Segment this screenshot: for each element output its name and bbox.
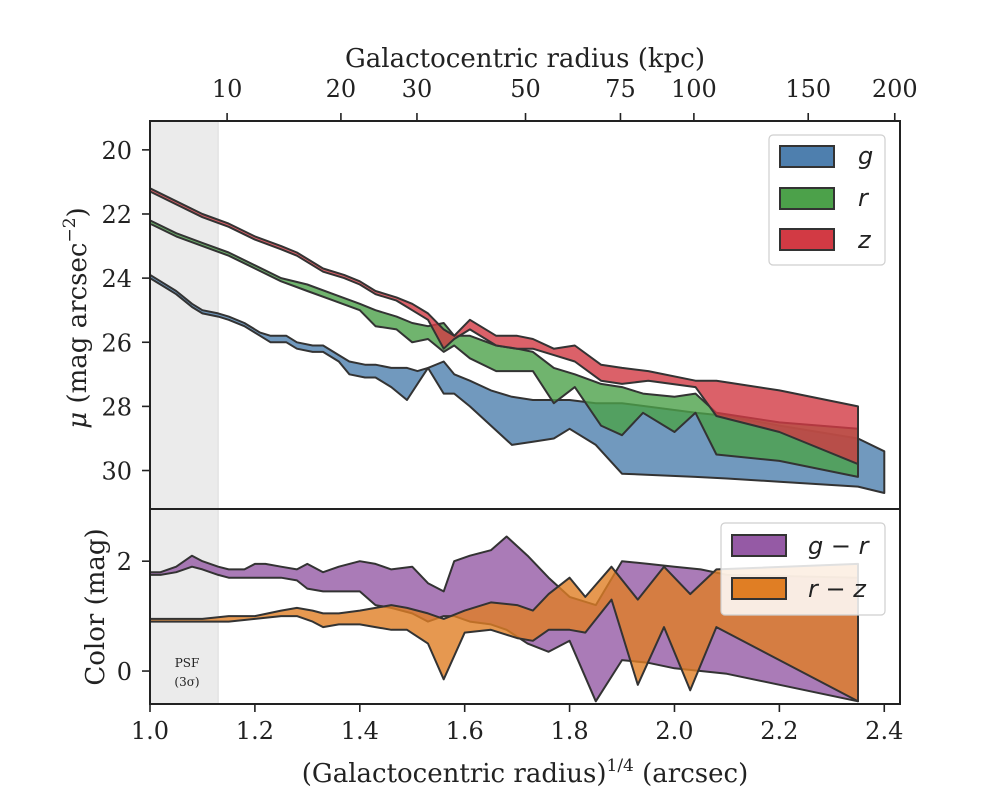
legend-swatch-g: [779, 145, 835, 168]
mu-tick-label: 28: [101, 393, 132, 421]
top-x-tick-label: 50: [510, 75, 541, 103]
mu-tick-label: 24: [101, 265, 132, 293]
legend-label-g-r: g − r: [808, 532, 871, 560]
legend-swatch-r-z: [731, 577, 787, 600]
x-tick-label: 1.6: [446, 717, 484, 745]
band-legend: g r z: [768, 134, 886, 266]
psf-label: PSF: [175, 656, 200, 670]
color-tick-label: 0: [117, 658, 132, 686]
top-x-tick-label: 200: [872, 75, 918, 103]
band-g-area: [149, 273, 886, 494]
legend-label-r: r: [858, 184, 870, 212]
color-legend: g − r r − z: [720, 522, 886, 616]
top-x-tick-label: 10: [212, 75, 243, 103]
bottom-panel-frame: [149, 508, 901, 705]
mu-tick-label: 22: [101, 201, 132, 229]
legend-label-z: z: [857, 226, 872, 254]
top-x-tick-label: 30: [402, 75, 433, 103]
bottom-axis-title: (Galactocentric radius)1/4 (arcsec): [302, 756, 748, 789]
mu-axis-title: μ (mag arcsec−2): [60, 207, 93, 428]
x-tick-label: 1.4: [341, 717, 379, 745]
x-tick-label: 1.8: [550, 717, 588, 745]
band-z-area: [149, 187, 859, 466]
top-x-tick-label: 20: [326, 75, 357, 103]
color-tick-label: 2: [117, 548, 132, 576]
x-tick-label: 1.2: [236, 717, 274, 745]
legend-label-g: g: [858, 142, 873, 170]
legend-label-r-z: r − z: [808, 575, 867, 603]
legend-swatch-z: [779, 228, 835, 251]
band-rz-area: [149, 562, 859, 703]
mu-tick-label: 30: [101, 458, 132, 486]
color-axis-title: Color (mag): [81, 528, 111, 685]
mu-tick-label: 20: [101, 137, 132, 165]
legend-swatch-g-r: [731, 534, 787, 557]
top-x-tick-label: 75: [605, 75, 636, 103]
mu-tick-label: 26: [101, 329, 132, 357]
legend-swatch-r: [779, 187, 835, 210]
x-tick-label: 1.0: [131, 717, 169, 745]
top-axis-title: Galactocentric radius (kpc): [345, 44, 705, 74]
x-tick-label: 2.4: [865, 717, 903, 745]
x-tick-label: 2.2: [760, 717, 798, 745]
psf-sigma-label: (3σ): [174, 675, 199, 689]
band-r-area: [149, 219, 859, 478]
top-x-tick-label: 150: [785, 75, 831, 103]
top-x-tick-label: 100: [671, 75, 717, 103]
x-tick-label: 2.0: [655, 717, 693, 745]
